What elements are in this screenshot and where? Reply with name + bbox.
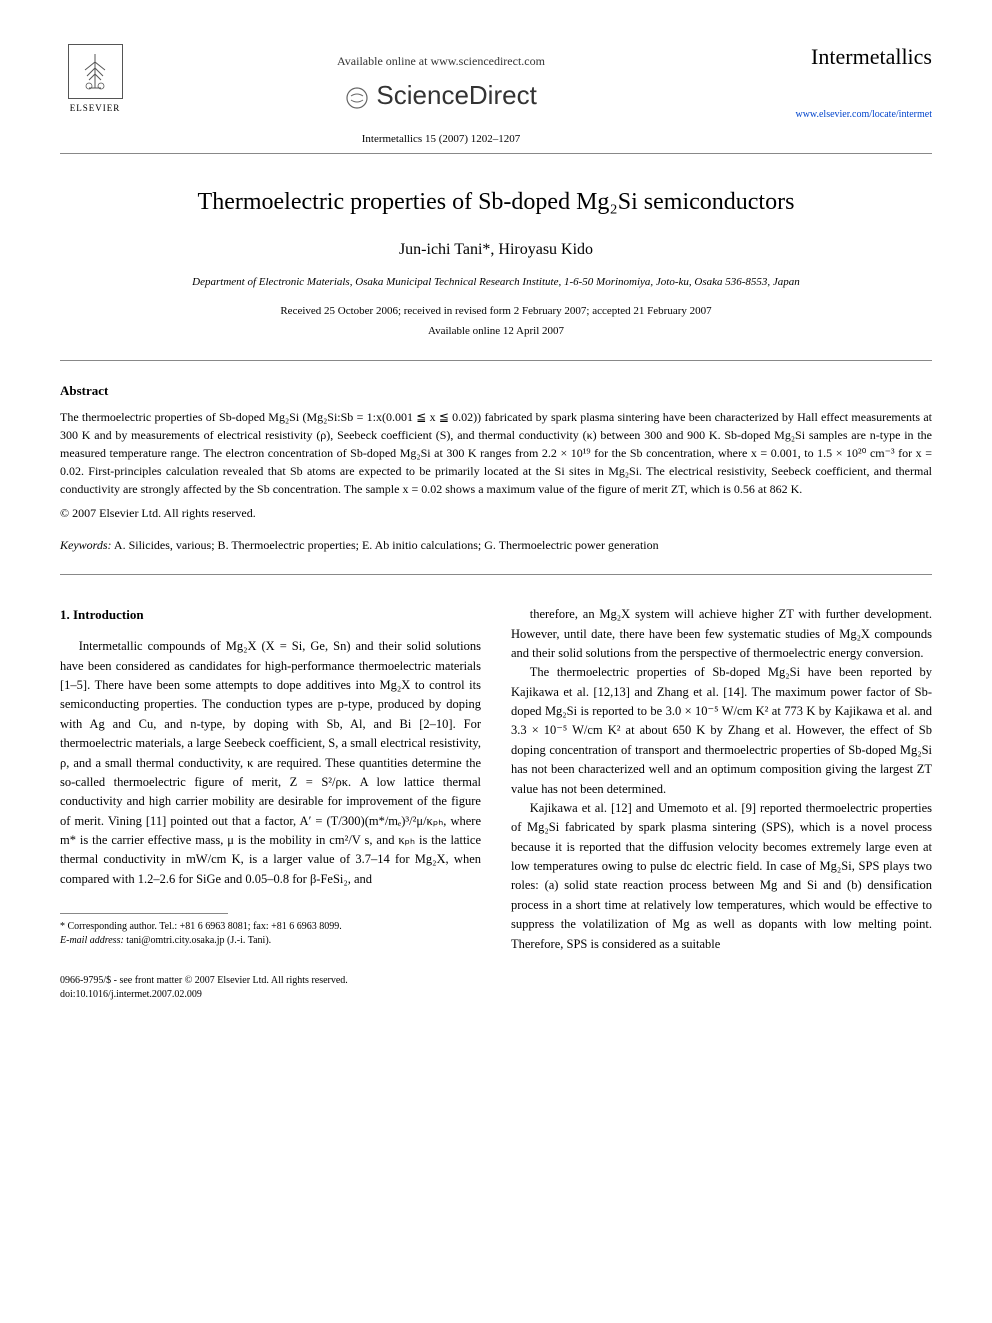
journal-block: Intermetallics www.elsevier.com/locate/i…: [752, 40, 932, 122]
intro-paragraph-2: The thermoelectric properties of Sb-dope…: [511, 663, 932, 799]
keywords-line: Keywords: A. Silicides, various; B. Ther…: [60, 536, 932, 554]
authors: Jun-ichi Tani*, Hiroyasu Kido: [60, 238, 932, 262]
abstract-copyright: © 2007 Elsevier Ltd. All rights reserved…: [60, 504, 932, 522]
header-bar: ELSEVIER Available online at www.science…: [60, 40, 932, 154]
intro-paragraph-1: Intermetallic compounds of Mg₂X (X = Si,…: [60, 637, 481, 889]
divider-bottom: [60, 574, 932, 575]
email-footnote: E-mail address: tani@omtri.city.osaka.jp…: [60, 934, 481, 948]
sciencedirect-icon: [345, 78, 369, 117]
doi-line: doi:10.1016/j.intermet.2007.02.009: [60, 988, 932, 1002]
abstract-heading: Abstract: [60, 381, 932, 401]
front-matter-info: 0966-9795/$ - see front matter © 2007 El…: [60, 974, 932, 1002]
divider-top: [60, 360, 932, 361]
journal-name: Intermetallics: [752, 40, 932, 73]
footnote-divider: [60, 913, 228, 914]
section-1-heading: 1. Introduction: [60, 605, 481, 625]
intro-paragraph-1-cont: therefore, an Mg₂X system will achieve h…: [511, 605, 932, 663]
elsevier-label: ELSEVIER: [70, 102, 121, 116]
available-date: Available online 12 April 2007: [60, 323, 932, 340]
elsevier-tree-icon: [68, 44, 123, 99]
right-column: therefore, an Mg₂X system will achieve h…: [511, 605, 932, 954]
center-header: Available online at www.sciencedirect.co…: [130, 40, 752, 147]
available-online-text: Available online at www.sciencedirect.co…: [130, 52, 752, 70]
keywords-text: A. Silicides, various; B. Thermoelectric…: [112, 538, 659, 552]
intro-paragraph-3: Kajikawa et al. [12] and Umemoto et al. …: [511, 799, 932, 954]
email-address[interactable]: tani@omtri.city.osaka.jp (J.-i. Tani).: [124, 935, 271, 946]
sciencedirect-logo: ScienceDirect: [130, 76, 752, 117]
keywords-label: Keywords:: [60, 538, 112, 552]
abstract-text: The thermoelectric properties of Sb-dope…: [60, 408, 932, 498]
article-title: Thermoelectric properties of Sb-doped Mg…: [60, 184, 932, 220]
left-column: 1. Introduction Intermetallic compounds …: [60, 605, 481, 954]
body-columns: 1. Introduction Intermetallic compounds …: [60, 605, 932, 954]
received-dates: Received 25 October 2006; received in re…: [60, 303, 932, 320]
elsevier-logo: ELSEVIER: [60, 40, 130, 120]
sciencedirect-text: ScienceDirect: [376, 80, 536, 110]
affiliation: Department of Electronic Materials, Osak…: [60, 274, 932, 291]
corresponding-author-footnote: * Corresponding author. Tel.: +81 6 6963…: [60, 920, 481, 934]
email-label: E-mail address:: [60, 935, 124, 946]
journal-url-link[interactable]: www.elsevier.com/locate/intermet: [752, 107, 932, 122]
issn-line: 0966-9795/$ - see front matter © 2007 El…: [60, 974, 932, 988]
journal-reference: Intermetallics 15 (2007) 1202–1207: [130, 131, 752, 148]
